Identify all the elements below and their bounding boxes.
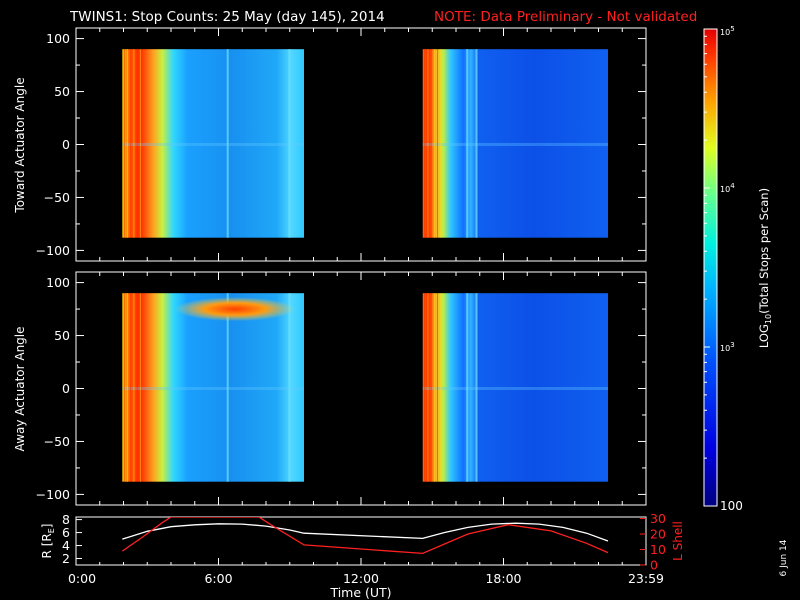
heatmap-segment <box>422 293 608 482</box>
hot-region <box>175 297 295 322</box>
colorbar-scale <box>703 28 718 507</box>
orbit-right-tick-label: 10 <box>650 542 666 557</box>
l-shell-line <box>121 517 609 555</box>
orbit-right-tick-label: 20 <box>650 527 666 542</box>
y-tick-label: 50 <box>54 328 70 343</box>
orbit-left-tick-label: 6 <box>62 525 70 540</box>
y-tick-label: −50 <box>44 190 70 205</box>
x-tick-label: 0:00 <box>68 571 96 586</box>
orbit-left-tick-label: 4 <box>62 538 70 553</box>
x-tick-label: 6:00 <box>204 571 232 586</box>
orbit-x-ticks: 0:00 6:00 12:00 18:00 23:59 <box>68 558 664 586</box>
colorbar-label: LOG10(Total Stops per Scan) <box>757 188 773 348</box>
y-tick-label: 0 <box>62 381 70 396</box>
y-tick-label: −100 <box>36 487 70 502</box>
zero-angle-stripe <box>422 387 608 390</box>
orbit-right-tick-label: 30 <box>650 511 666 526</box>
top-y-ticks: 100 50 0 −50 −100 <box>36 31 646 258</box>
bottom-y-ticks: 100 50 0 −50 −100 <box>36 275 646 502</box>
zero-angle-stripe <box>122 387 304 390</box>
top-panel: 100 50 0 −50 −100 Toward Actuator Angle <box>13 27 647 262</box>
bottom-panel: 100 50 0 −50 −100 Away Actuator Angle <box>13 271 647 506</box>
top-y-axis-label: Toward Actuator Angle <box>13 77 27 213</box>
colorbar-tick-label: 100 <box>720 499 743 513</box>
colorbar-tick-label: 104 <box>720 182 735 194</box>
radius-line <box>122 522 609 542</box>
x-tick-label: 18:00 <box>485 571 521 586</box>
zero-angle-stripe <box>122 143 304 146</box>
bottom-y-axis-label: Away Actuator Angle <box>13 326 27 451</box>
y-tick-label: 100 <box>46 31 70 46</box>
x-tick-label: 23:59 <box>628 571 664 586</box>
colorbar-tick-label: 103 <box>720 341 735 353</box>
side-date: 6 Jun 14 <box>779 539 789 576</box>
top-heatmap <box>122 49 608 238</box>
orbit-left-y-label: R [RE] <box>40 524 56 559</box>
orbit-panel-frame <box>75 516 647 566</box>
colorbar-tick-label: 105 <box>720 25 735 37</box>
y-tick-label: −100 <box>36 243 70 258</box>
colorbar-ticks: 105 104 103 100 <box>704 25 743 513</box>
y-tick-label: 50 <box>54 84 70 99</box>
y-tick-label: 100 <box>46 275 70 290</box>
chart-title: TWINS1: Stop Counts: 25 May (day 145), 2… <box>69 9 385 25</box>
bottom-x-ticks <box>75 272 647 505</box>
bottom-heatmap <box>122 293 608 482</box>
orbit-left-tick-label: 8 <box>62 512 70 527</box>
x-axis-label: Time (UT) <box>329 585 391 600</box>
zero-angle-stripe <box>422 143 608 146</box>
y-tick-label: −50 <box>44 434 70 449</box>
x-tick-label: 12:00 <box>343 571 379 586</box>
orbit-right-tick-label: 0 <box>650 558 658 573</box>
data-note: NOTE: Data Preliminary - Not validated <box>434 9 697 25</box>
heatmap-segment <box>422 49 608 238</box>
orbit-right-y-label: L Shell <box>671 521 685 561</box>
heatmap-segment <box>122 293 304 482</box>
orbit-lines <box>121 517 609 555</box>
heatmap-segment <box>122 49 304 238</box>
colorbar: 105 104 103 100 LOG10(Total Stops per Scan) <box>703 25 773 513</box>
orbit-left-tick-label: 2 <box>62 551 70 566</box>
top-x-ticks <box>75 28 647 261</box>
y-tick-label: 0 <box>62 137 70 152</box>
